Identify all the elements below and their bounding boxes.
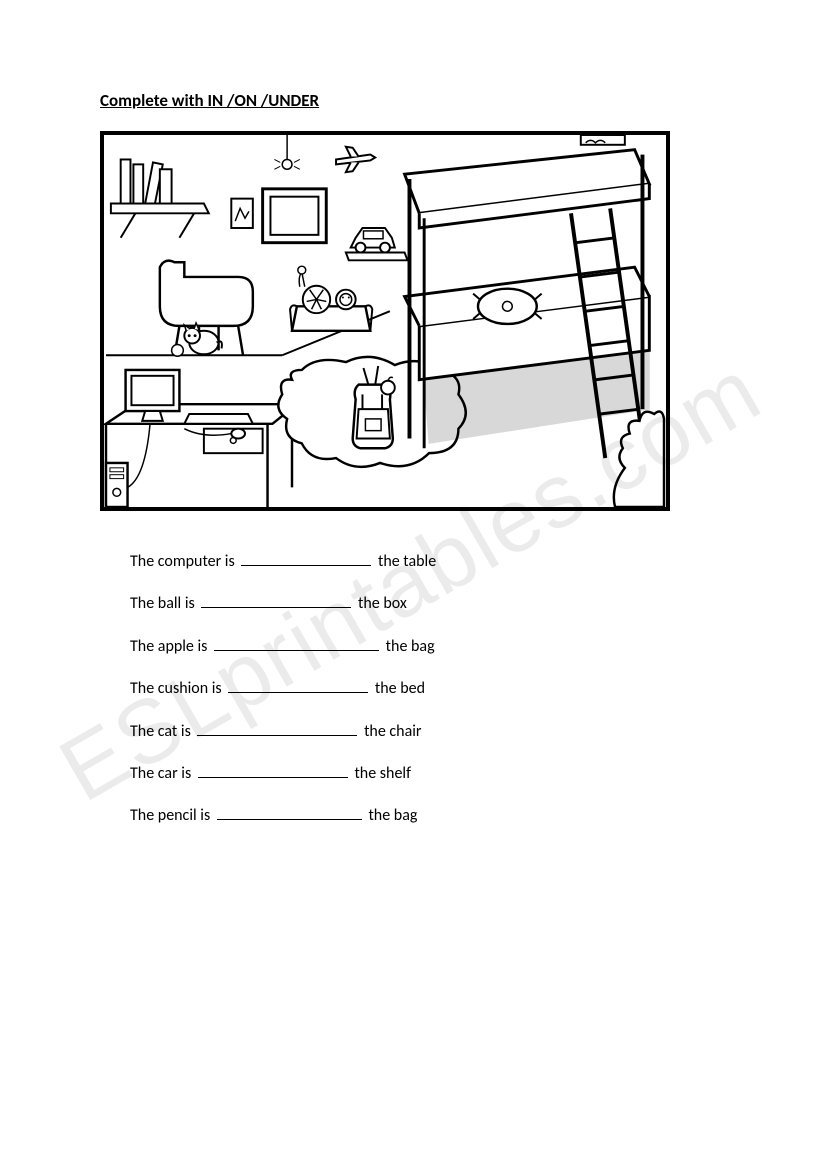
sentence-3: The apple is the bag [130, 636, 721, 658]
shelf-icon [111, 159, 209, 237]
picture-frame-small-icon [231, 199, 253, 228]
sentence-before: The car is [130, 764, 195, 783]
sentence-2: The ball is the box [130, 593, 721, 615]
wall-art-icon [581, 135, 625, 145]
sentence-before: The cat is [130, 722, 194, 741]
illustration-container [100, 131, 670, 511]
sentence-before: The computer is [130, 552, 238, 571]
sentence-before: The pencil is [130, 806, 214, 825]
fill-blank[interactable] [201, 607, 351, 608]
plant-icon [614, 411, 664, 507]
sentence-7: The pencil is the bag [130, 805, 721, 827]
sentence-after: the bed [371, 679, 425, 698]
sentence-before: The cushion is [130, 679, 225, 698]
sentence-before: The ball is [130, 594, 198, 613]
sentence-6: The car is the shelf [130, 763, 721, 785]
sentence-5: The cat is the chair [130, 721, 721, 743]
worksheet-title: Complete with IN /ON /UNDER [100, 90, 721, 111]
fill-blank[interactable] [241, 565, 371, 566]
sentence-4: The cushion is the bed [130, 678, 721, 700]
spider-icon [274, 135, 299, 169]
sentence-after: the shelf [351, 764, 411, 783]
toy-box-icon [290, 266, 372, 331]
fill-blank[interactable] [214, 650, 379, 651]
cable-icon [128, 424, 151, 488]
sentence-after: the bag [365, 806, 418, 825]
fill-blank[interactable] [217, 819, 362, 820]
sentence-after: the table [374, 552, 436, 571]
airplane-icon [336, 147, 375, 172]
sentence-after: the chair [360, 722, 421, 741]
fill-blank[interactable] [198, 777, 348, 778]
sentence-1: The computer is the table [130, 551, 721, 573]
window-icon [263, 189, 327, 243]
fill-blank[interactable] [228, 692, 368, 693]
keyboard-icon [184, 414, 253, 424]
sentence-before: The apple is [130, 637, 211, 656]
sentence-after: the bag [382, 637, 435, 656]
sentence-after: the box [354, 594, 406, 613]
sentences-container: The computer is the table The ball is the… [100, 551, 721, 828]
fill-blank[interactable] [197, 735, 357, 736]
room-illustration [104, 135, 666, 507]
computer-tower-icon [106, 463, 128, 507]
car-shelf-icon [346, 228, 408, 260]
